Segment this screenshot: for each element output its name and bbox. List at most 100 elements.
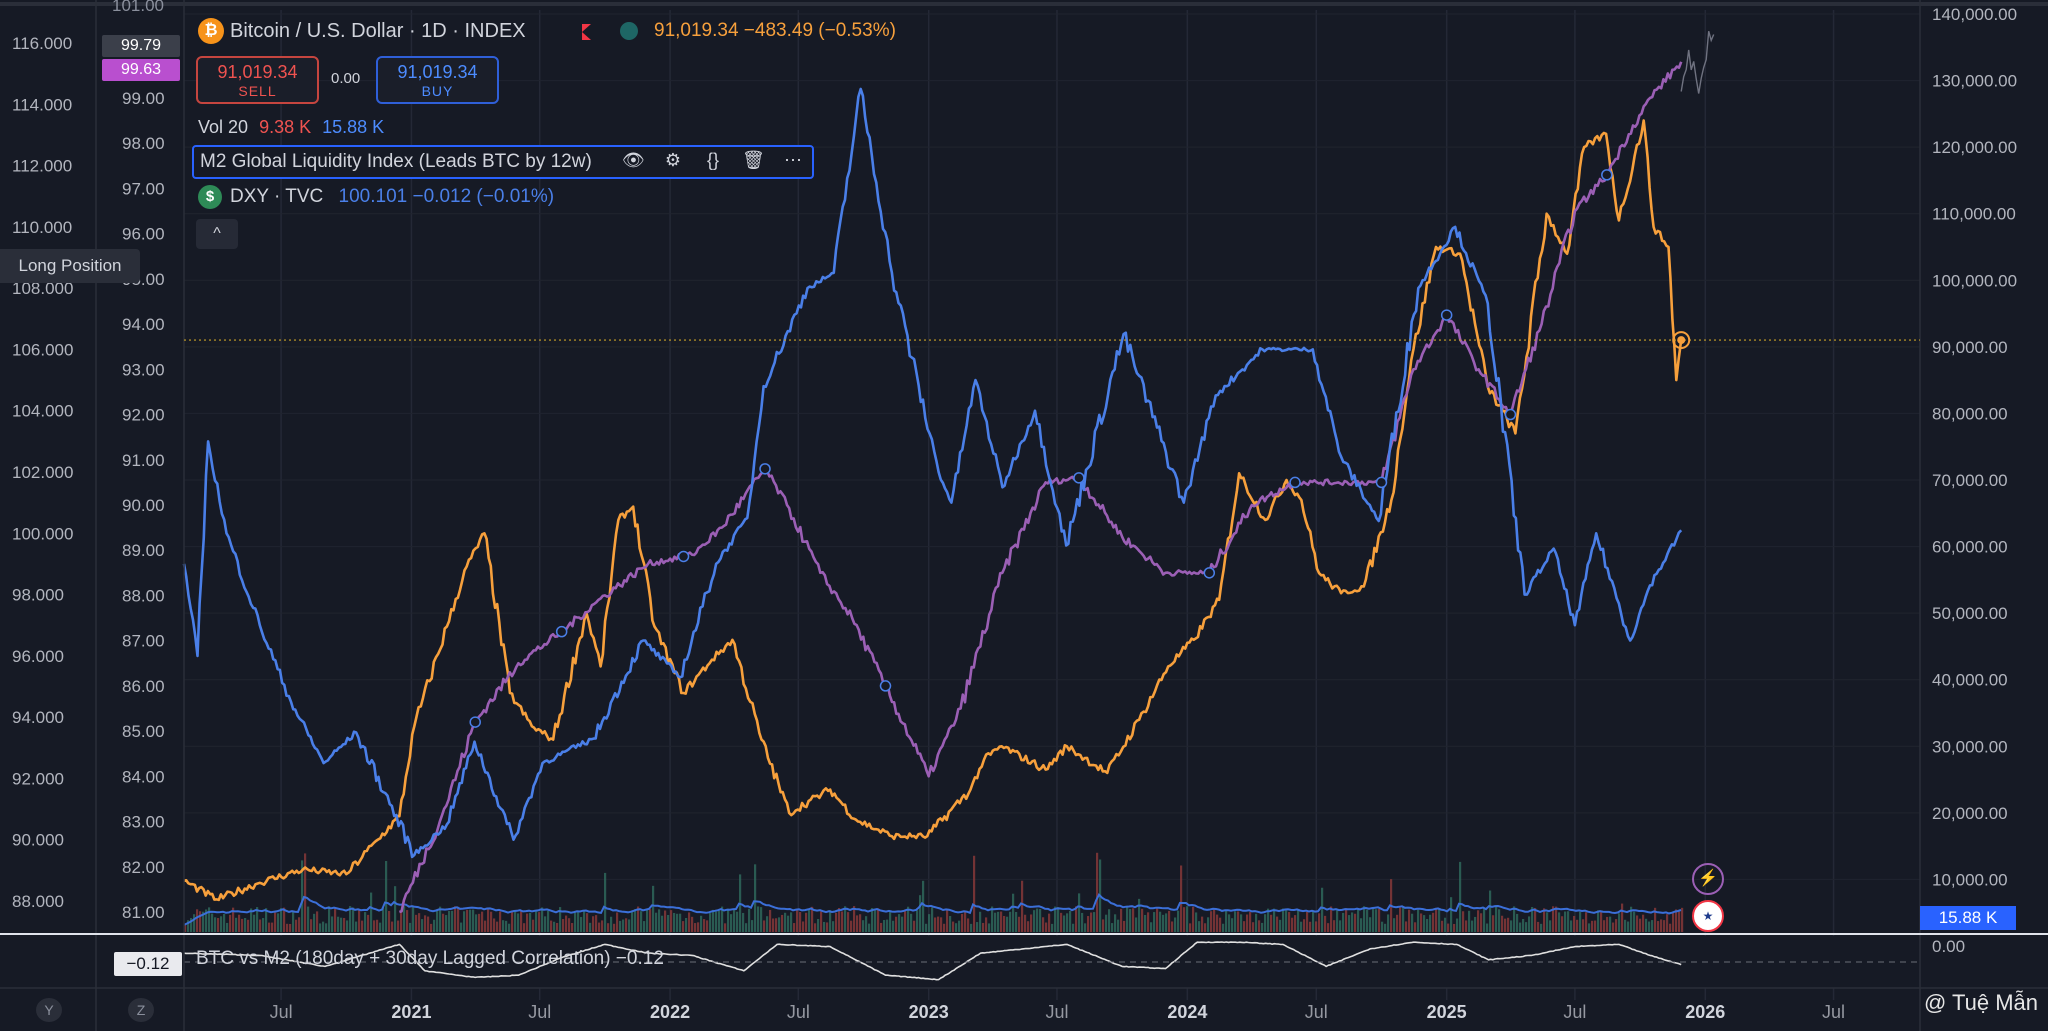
volume-bar [1480,913,1483,932]
volume-bar [880,922,883,932]
volume-bar [1102,919,1105,932]
volume-bar [1306,911,1309,932]
y-axis-button[interactable]: Y [36,998,62,1022]
volume-bar [1471,920,1474,932]
volume-bar [202,911,205,932]
volume-bar [1489,890,1492,932]
long-position-label[interactable]: Long Position [0,249,140,283]
volume-bar [1660,919,1663,932]
volume-bar [310,919,313,932]
current-price-dot [1677,336,1686,345]
volume-bar [415,914,418,932]
left-axis-label: 94.000 [12,708,64,727]
volume-bar [568,918,571,932]
dxy-legend[interactable]: DXY · TVC 100.101 −0.012 (−0.01%) [230,186,554,208]
volume-bar [394,886,397,932]
sell-button[interactable]: 91,019.34 SELL [196,56,319,104]
volume-bar [1015,912,1018,932]
volume-bar [835,912,838,932]
volume-bar [472,909,475,932]
source-code-icon[interactable]: {} [706,150,720,170]
volume-bar [1237,911,1240,932]
volume-bar [802,921,805,932]
volume-bar [598,922,601,932]
z-axis-button[interactable]: Z [128,998,154,1022]
volume-bar [1162,914,1165,932]
us-flag-icon[interactable]: ★ [1692,900,1724,932]
volume-bar [1675,909,1678,932]
volume-bar [1582,919,1585,932]
volume-bar [607,923,610,932]
volume-bar [1408,909,1411,932]
volume-bar [1528,916,1531,932]
event-marker [469,716,481,728]
volume-bar [1165,913,1168,932]
volume-bar [1627,921,1630,932]
volume-bar [1462,911,1465,932]
mid-axis-label: 96.00 [122,225,165,244]
lightning-icon[interactable]: ⚡ [1692,863,1724,895]
volume-bar [388,910,391,932]
volume-bar [1420,913,1423,932]
volume-bar [1621,903,1624,932]
volume-bar [1087,916,1090,932]
volume-bar [1069,910,1072,932]
volume-bar [199,911,202,932]
volume-bar [733,910,736,932]
volume-bar [1174,917,1177,932]
left-axis-label: 90.000 [12,831,64,850]
volume-bar [643,921,646,932]
trash-icon[interactable]: 🗑 [742,150,765,170]
volume-bar [280,908,283,932]
volume-bar [1081,912,1084,932]
buy-button[interactable]: 91,019.34 BUY [376,56,499,104]
settings-icon[interactable]: ⚙ [664,150,682,170]
x-tick-label: 2023 [909,1002,949,1022]
flag-icon[interactable] [582,24,591,40]
volume-bar [1618,913,1621,932]
collapse-legend-button[interactable]: ^ [196,219,238,249]
volume-bar [1594,920,1597,932]
volume-legend[interactable]: Vol 20 9.38 K 15.88 K [198,117,384,138]
buy-label: BUY [421,83,454,99]
mid-axis-label: 84.00 [122,767,165,786]
volume-bar [721,906,724,932]
volume-bar [382,907,385,932]
volume-bar [1027,921,1030,932]
volume-bar [1327,923,1330,932]
volume-bar [700,915,703,932]
volume-bar [916,910,919,932]
event-marker [677,550,690,563]
volume-bar [244,918,247,932]
volume-red-value: 9.38 K [259,117,312,137]
event-marker [1203,567,1216,579]
volume-bar [409,922,412,932]
volume-bar [799,912,802,932]
volume-bar [364,912,367,932]
right-axis-label: 120,000.00 [1932,138,2017,157]
volume-bar [754,864,757,932]
volume-bar [337,916,340,932]
volume-bar [328,906,331,932]
volume-bar [730,914,733,932]
volume-bar [265,908,268,932]
eye-icon[interactable]: 👁 [622,150,645,170]
series-line [183,119,1683,902]
volume-bar [301,860,304,932]
volume-bar [571,923,574,932]
volume-bar [1117,919,1120,932]
more-icon[interactable]: ⋯ [784,150,802,170]
volume-bar [898,914,901,932]
volume-bar [1393,918,1396,932]
volume-bar [268,922,271,932]
volume-bar [406,910,409,932]
correlation-title[interactable]: BTC vs M2 (180day + 30day Lagged Correla… [196,948,664,969]
volume-bar [1147,912,1150,932]
mid-axis-label: 97.00 [122,179,165,198]
volume-bar [1159,911,1162,932]
indicator-legend-m2[interactable]: M2 Global Liquidity Index (Leads BTC by … [192,145,814,179]
symbol-title[interactable]: Bitcoin / U.S. Dollar · 1D · INDEX [230,20,526,42]
volume-bar [1282,908,1285,932]
volume-bar [1501,915,1504,932]
